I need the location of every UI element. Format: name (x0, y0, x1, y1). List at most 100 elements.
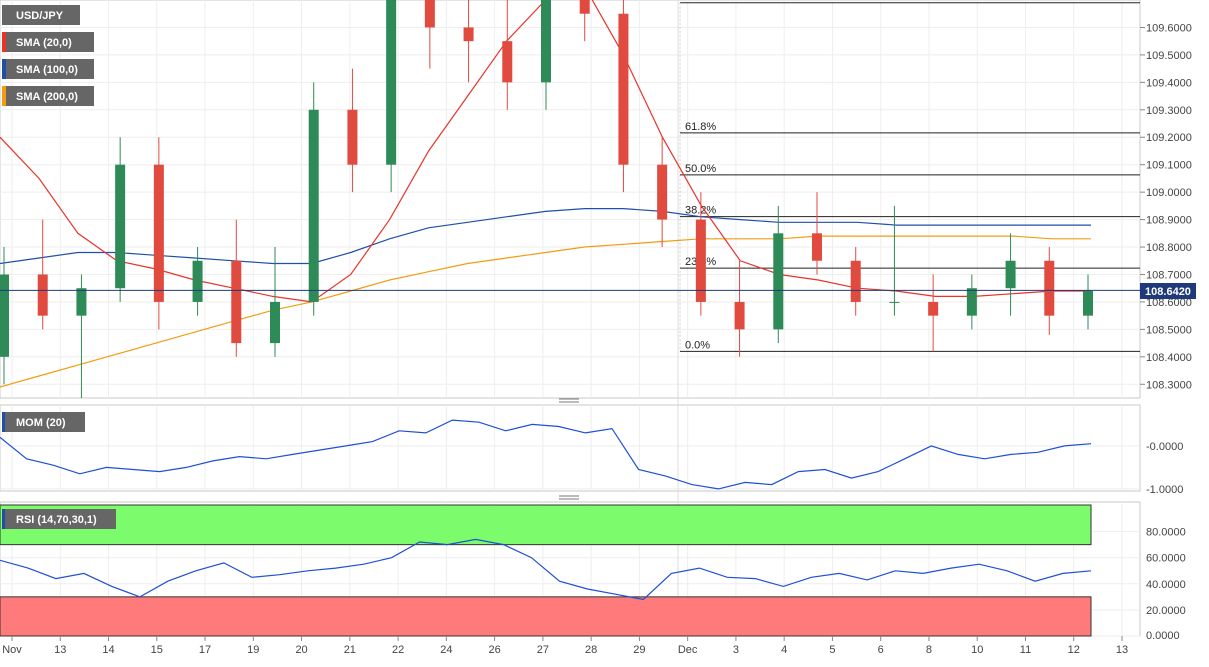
y-tick-label: 109.5000 (1146, 50, 1192, 62)
x-tick-label: 14 (102, 644, 114, 656)
y-tick-label: 109.3000 (1146, 105, 1192, 117)
x-tick-label: 13 (54, 644, 66, 656)
legend-item[interactable]: SMA (20,0) (2, 32, 94, 52)
x-tick-label: 24 (440, 644, 452, 656)
x-tick-label: 19 (247, 644, 259, 656)
x-tick-label: 20 (295, 644, 307, 656)
y-tick-label: 109.2000 (1146, 132, 1192, 144)
candle-body (115, 164, 126, 289)
candle-body (502, 41, 513, 83)
mom-legend-label: MOM (20) (16, 417, 66, 429)
candle-body (0, 274, 9, 357)
x-tick-label: 3 (733, 644, 739, 656)
candle-body (773, 233, 784, 330)
legend-swatch (2, 86, 6, 106)
sma-20-line (0, 0, 1091, 303)
candle-body (308, 109, 319, 302)
mom-legend[interactable]: MOM (20) (2, 412, 85, 432)
y-tick-label: 108.4000 (1146, 352, 1192, 364)
legend-box (2, 32, 94, 52)
x-tick-label: 13 (1116, 644, 1128, 656)
y-tick-label: 20.0000 (1146, 605, 1186, 617)
x-tick-label: 5 (829, 644, 835, 656)
candles (0, 0, 1093, 398)
x-tick-label: 17 (199, 644, 211, 656)
momentum-series (0, 419, 1092, 490)
momentum-panel[interactable] (0, 404, 1141, 492)
candle-body (270, 301, 280, 344)
rsi-series (0, 538, 1092, 601)
y-tick-label: 109.1000 (1146, 160, 1192, 172)
legend-swatch (2, 5, 6, 25)
legend-item[interactable]: USD/JPY (2, 5, 80, 25)
candle-body (463, 27, 474, 42)
legend-swatch (2, 59, 6, 79)
candle-body (850, 260, 861, 302)
x-tick-label: 27 (537, 644, 549, 656)
sma-lines (0, 0, 1091, 388)
candle-body (812, 233, 822, 261)
legend-label: SMA (20,0) (16, 37, 72, 49)
legend-label: SMA (200,0) (16, 91, 78, 103)
candle-body (657, 164, 668, 220)
legend-box (2, 86, 94, 106)
candle-body (386, 0, 397, 165)
y-tick-label: 108.9000 (1146, 215, 1192, 227)
candle-body (37, 274, 48, 316)
candle-body (695, 219, 706, 302)
candle-body (1083, 290, 1093, 316)
candle-body (192, 260, 203, 302)
panel-splitter-2[interactable] (559, 495, 579, 500)
candle-body (541, 0, 551, 83)
legend-item[interactable]: SMA (200,0) (2, 86, 94, 106)
candle-body (231, 260, 242, 344)
current-price-label: 108.6420 (1145, 286, 1191, 298)
candle-body (1005, 260, 1016, 289)
y-tick-label: 40.0000 (1146, 579, 1186, 591)
x-tick-label: 6 (878, 644, 884, 656)
x-tick-label: 21 (344, 644, 356, 656)
sma-200-line (0, 235, 1091, 388)
candle-body (579, 0, 590, 14)
y-axis-labels: 109.6000 109.5000 109.4000 109.3000 109.2000… (1140, 22, 1192, 642)
price-legend[interactable]: USD/JPY SMA (20,0) SMA (100,0) SMA (200,0) (2, 5, 94, 106)
x-tick-label: 15 (151, 644, 163, 656)
x-tick-label: 10 (971, 644, 983, 656)
fib-label: 0.0% (685, 339, 710, 351)
legend-box (2, 5, 80, 25)
current-price-tag: 108.6420 (1140, 283, 1196, 299)
y-tick-label: -0.0000 (1146, 441, 1183, 453)
legend-box (2, 59, 94, 79)
fibonacci-levels: 61.8%50.0%38.2%23.6%0.0% (679, 2, 1140, 352)
rsi-legend[interactable]: RSI (14,70,30,1) (2, 509, 116, 529)
rsi-overbought-zone (0, 504, 1092, 546)
candle-body (153, 164, 164, 302)
candle-body (889, 301, 900, 303)
panel-splitter-1[interactable] (559, 398, 579, 403)
legend-item[interactable]: SMA (100,0) (2, 59, 94, 79)
candle-body (928, 301, 939, 316)
y-tick-label: 108.7000 (1146, 269, 1192, 281)
x-tick-label: 28 (585, 644, 597, 656)
y-tick-label: 108.3000 (1146, 379, 1192, 391)
y-tick-label: 109.4000 (1146, 77, 1192, 89)
y-tick-label: 108.6000 (1146, 297, 1192, 309)
x-tick-label: Dec (678, 644, 698, 656)
rsi-line (0, 538, 1092, 601)
x-tick-label: 4 (781, 644, 787, 656)
y-tick-label: 0.0000 (1146, 630, 1180, 642)
price-panel[interactable] (0, 0, 1141, 399)
momentum-line (0, 419, 1092, 490)
y-tick-label: 108.5000 (1146, 324, 1192, 336)
legend-swatch (2, 32, 6, 52)
rsi-legend-label: RSI (14,70,30,1) (16, 514, 97, 526)
x-tick-label: 22 (392, 644, 404, 656)
legend-label: SMA (100,0) (16, 64, 78, 76)
x-tick-label: Nov (2, 644, 22, 656)
x-tick-label: 12 (1068, 644, 1080, 656)
y-tick-label: 109.0000 (1146, 187, 1192, 199)
candle-body (618, 13, 629, 165)
y-tick-label: 60.0000 (1146, 553, 1186, 565)
